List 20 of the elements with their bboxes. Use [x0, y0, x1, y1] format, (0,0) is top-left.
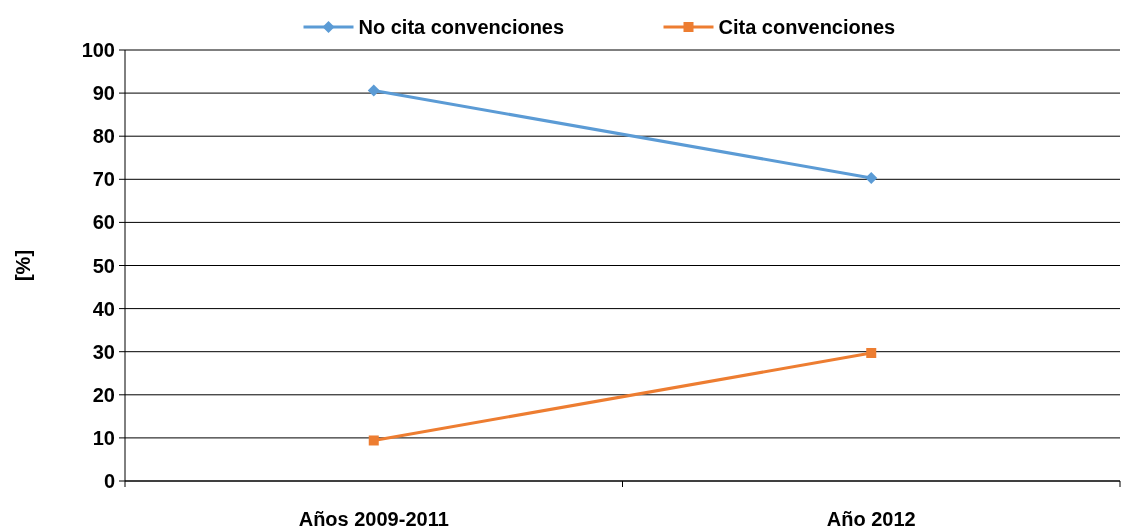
point: [865, 172, 878, 185]
point: [368, 435, 379, 446]
point: [367, 84, 380, 97]
y-tick-label: 30: [92, 340, 115, 363]
y-tick-label: 80: [92, 125, 115, 148]
point: [866, 347, 877, 358]
legend-label: No cita convenciones: [358, 16, 565, 38]
y-tick-label: 20: [92, 383, 115, 406]
y-tick-label: 40: [92, 297, 115, 320]
y-tick-label: 10: [92, 426, 115, 449]
x-tick-label: Años 2009-2011: [298, 508, 449, 530]
y-tick-label: 60: [92, 211, 115, 234]
y-tick-label: 90: [92, 82, 115, 105]
legend-label: Cita convenciones: [718, 16, 896, 38]
y-tick-label: 70: [92, 168, 115, 191]
y-axis-title: [%]: [12, 249, 34, 282]
y-tick-label: 50: [92, 254, 115, 277]
y-tick-label: 0: [103, 470, 115, 492]
x-tick-label: Año 2012: [826, 508, 916, 530]
y-tick-label: 100: [81, 39, 115, 61]
